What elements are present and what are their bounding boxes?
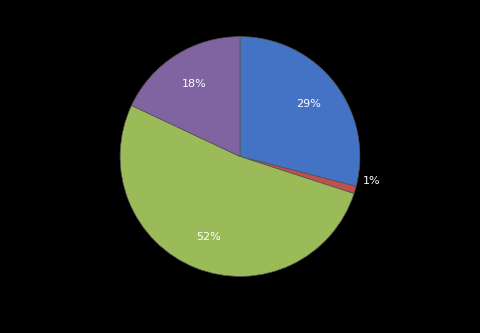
Wedge shape: [240, 37, 360, 186]
Wedge shape: [240, 157, 356, 193]
Wedge shape: [120, 106, 354, 276]
Text: 29%: 29%: [296, 99, 321, 109]
Text: 1%: 1%: [363, 175, 381, 185]
Text: 52%: 52%: [196, 232, 221, 242]
Wedge shape: [132, 37, 240, 157]
Text: 18%: 18%: [181, 79, 206, 89]
